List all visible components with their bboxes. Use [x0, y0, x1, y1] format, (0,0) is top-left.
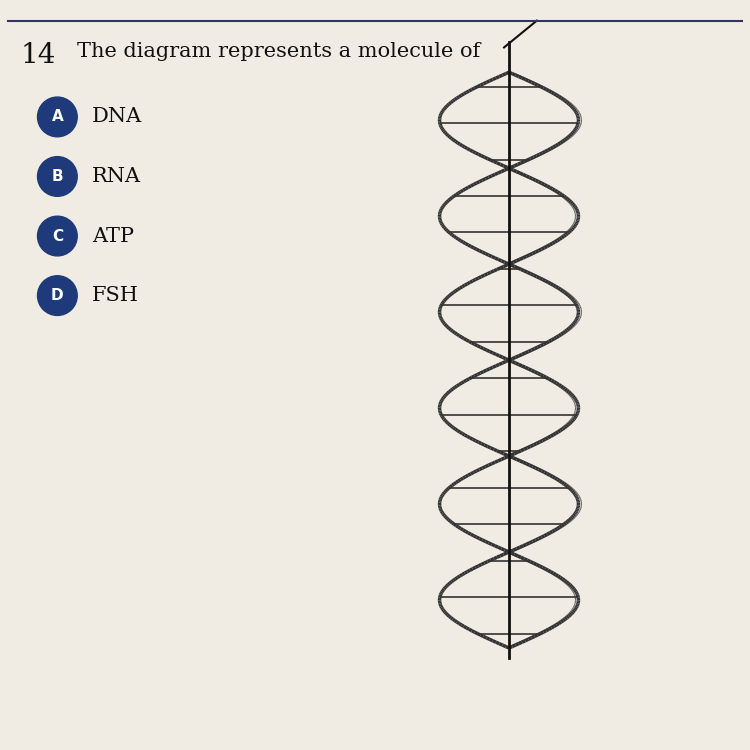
- Text: D: D: [51, 288, 64, 303]
- Text: DNA: DNA: [92, 107, 142, 127]
- Text: C: C: [52, 229, 63, 244]
- Text: B: B: [52, 169, 63, 184]
- Text: The diagram represents a molecule of: The diagram represents a molecule of: [77, 43, 481, 62]
- Circle shape: [38, 157, 77, 196]
- Text: A: A: [52, 110, 63, 125]
- Text: 14: 14: [21, 43, 56, 70]
- Circle shape: [38, 216, 77, 256]
- Circle shape: [38, 97, 77, 136]
- Circle shape: [38, 276, 77, 316]
- Text: RNA: RNA: [92, 167, 141, 186]
- Text: FSH: FSH: [92, 286, 139, 305]
- Text: ATP: ATP: [92, 226, 134, 245]
